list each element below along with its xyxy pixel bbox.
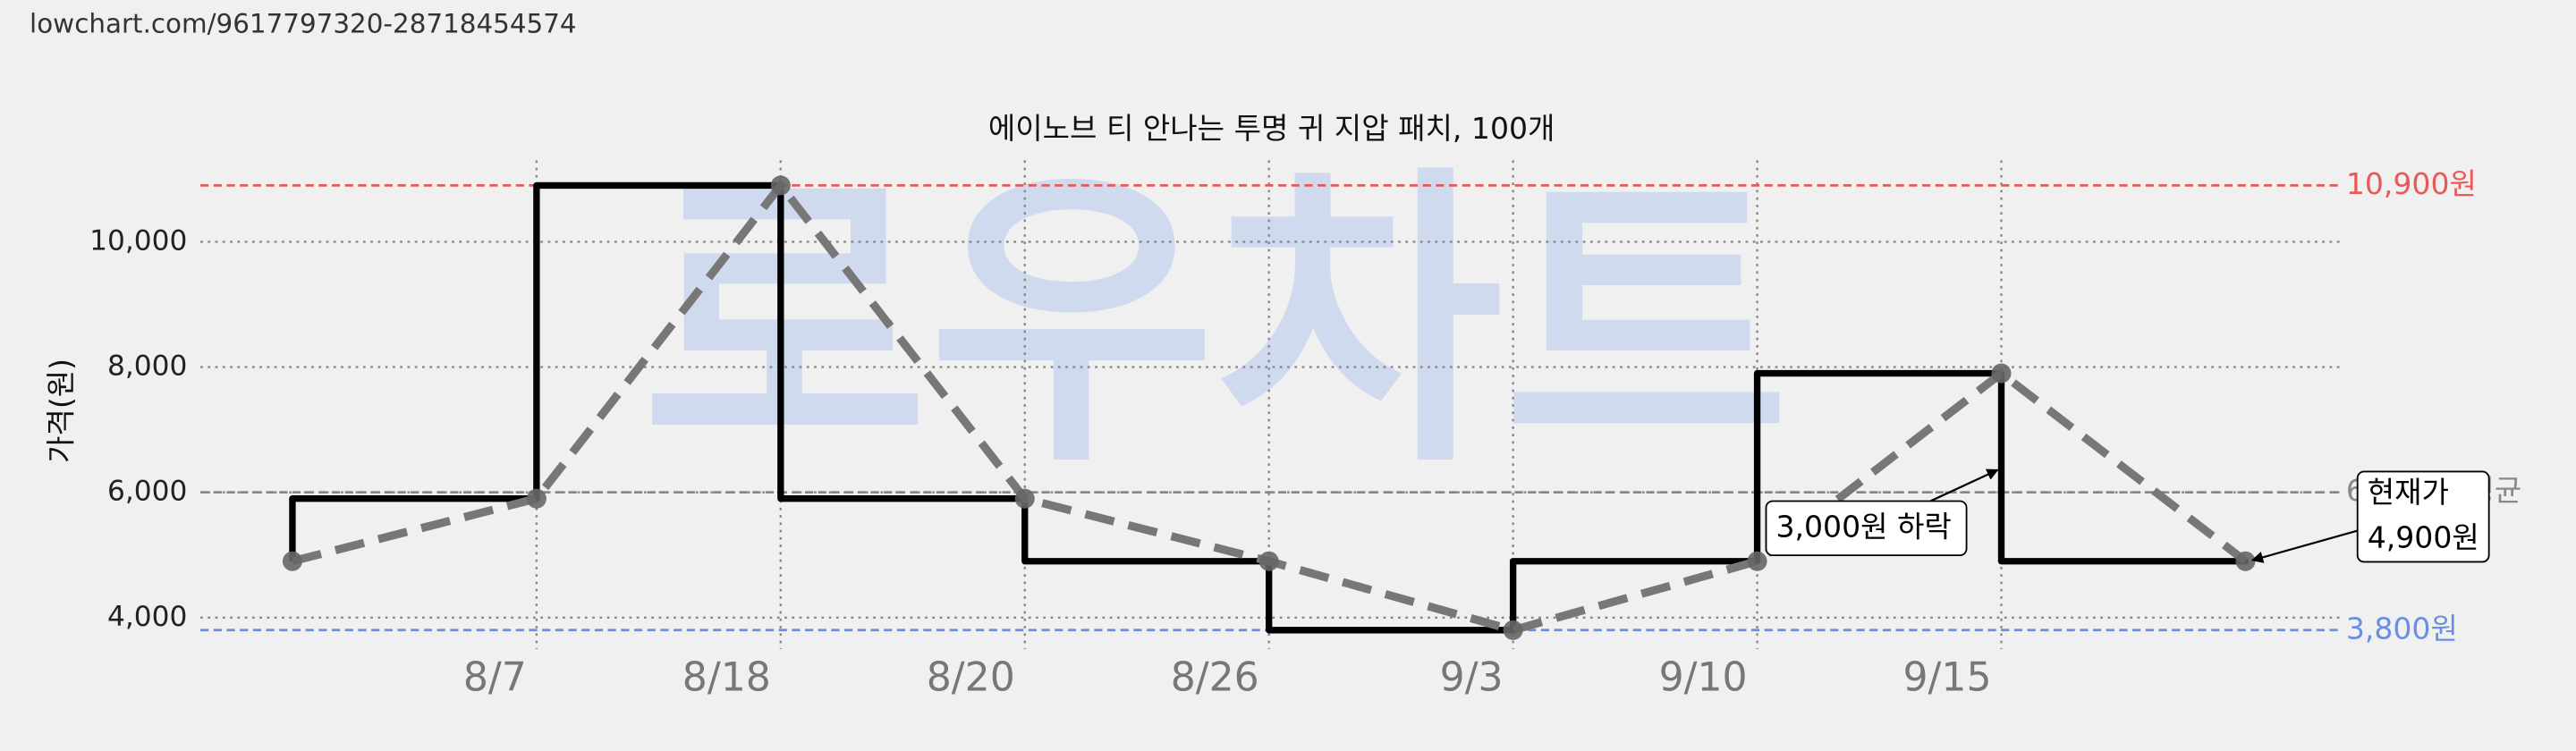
x-tick-label: 9/3 [1440, 655, 1504, 701]
price-point [1991, 363, 2012, 384]
x-tick-label: 8/18 [682, 655, 771, 701]
annotation-text: 4,900원 [2368, 520, 2479, 555]
reference-label: 3,800원 [2346, 611, 2458, 646]
reference-label: 10,900원 [2346, 166, 2477, 201]
x-tick-label: 9/15 [1903, 655, 1992, 701]
price-point [2235, 551, 2256, 571]
price-point [282, 551, 302, 571]
annotation-arrow [2250, 529, 2359, 563]
price-point [1258, 551, 1279, 571]
price-point [1747, 551, 1767, 571]
x-tick-label: 8/7 [463, 655, 527, 701]
x-tick-label: 8/26 [1171, 655, 1259, 701]
y-tick-label: 8,000 [107, 350, 187, 383]
annotation-text: 현재가 [2368, 475, 2449, 510]
annotation-box [2356, 470, 2490, 563]
price-point [770, 175, 791, 196]
x-tick-label: 9/10 [1659, 655, 1748, 701]
y-axis-label: 가격(원) [43, 359, 78, 463]
price-point [1014, 488, 1035, 509]
y-tick-label: 4,000 [107, 601, 187, 633]
price-point [526, 488, 547, 509]
x-tick-label: 8/20 [927, 655, 1015, 701]
page-url: lowchart.com/9617797320-28718454574 [30, 8, 577, 38]
chart-title: 에이노브 티 안나는 투명 귀 지압 패치, 100개 [988, 111, 1555, 146]
watermark: 로우차트 [641, 141, 1790, 504]
y-tick-label: 6,000 [107, 476, 187, 508]
annotation-box [1765, 500, 1968, 557]
annotation-text: 3,000원 하락 [1776, 509, 1952, 544]
y-tick-label: 10,000 [89, 224, 187, 257]
annotation-arrow [1929, 468, 1999, 502]
price-point [1503, 620, 1523, 640]
